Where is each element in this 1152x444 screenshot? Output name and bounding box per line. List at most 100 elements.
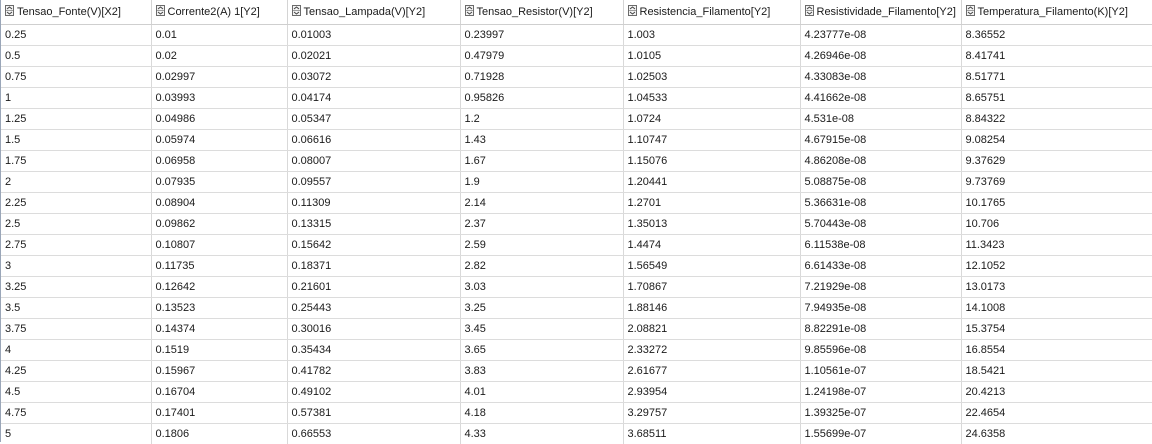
cell-tensao-resistor[interactable]: 4.18 bbox=[460, 402, 624, 424]
cell-tensao-lampada[interactable]: 0.21601 bbox=[287, 276, 461, 298]
sort-toggle-icon[interactable] bbox=[804, 5, 814, 17]
table-row[interactable]: 1.75 0.06958 0.08007 1.67 1.15076 4.86208e-08… bbox=[1, 150, 1152, 172]
cell-corrente[interactable]: 0.1806 bbox=[151, 423, 288, 444]
cell-tensao-lampada[interactable]: 0.35434 bbox=[287, 339, 461, 361]
sort-toggle-icon[interactable] bbox=[5, 5, 14, 17]
cell-resistividade[interactable]: 1.10561e-07 bbox=[800, 360, 962, 382]
cell-resistencia[interactable]: 1.56549 bbox=[623, 255, 801, 277]
cell-tensao-fonte[interactable]: 5 bbox=[1, 423, 152, 444]
cell-resistencia[interactable]: 1.15076 bbox=[623, 150, 801, 172]
cell-corrente[interactable]: 0.02 bbox=[151, 45, 288, 67]
column-header-resistencia[interactable]: Resistencia_Filamento[Y2] bbox=[623, 0, 801, 25]
cell-resistividade[interactable]: 5.08875e-08 bbox=[800, 171, 962, 193]
cell-corrente[interactable]: 0.08904 bbox=[151, 192, 288, 214]
cell-resistividade[interactable]: 4.26946e-08 bbox=[800, 45, 962, 67]
cell-resistividade[interactable]: 1.24198e-07 bbox=[800, 381, 962, 403]
cell-corrente[interactable]: 0.01 bbox=[151, 24, 288, 46]
column-header-temperatura[interactable]: Temperatura_Filamento(K)[Y2] bbox=[961, 0, 1152, 25]
column-header-corrente[interactable]: Corrente2(A) 1[Y2] bbox=[151, 0, 288, 25]
cell-resistencia[interactable]: 1.0724 bbox=[623, 108, 801, 130]
table-row[interactable]: 3.75 0.14374 0.30016 3.45 2.08821 8.82291e-08… bbox=[1, 318, 1152, 340]
cell-resistividade[interactable]: 4.41662e-08 bbox=[800, 87, 962, 109]
cell-tensao-resistor[interactable]: 2.82 bbox=[460, 255, 624, 277]
cell-resistencia[interactable]: 1.10747 bbox=[623, 129, 801, 151]
cell-corrente[interactable]: 0.16704 bbox=[151, 381, 288, 403]
cell-temperatura[interactable]: 11.3423 bbox=[961, 234, 1152, 256]
cell-corrente[interactable]: 0.15967 bbox=[151, 360, 288, 382]
cell-resistividade[interactable]: 9.85596e-08 bbox=[800, 339, 962, 361]
cell-corrente[interactable]: 0.13523 bbox=[151, 297, 288, 319]
cell-temperatura[interactable]: 9.37629 bbox=[961, 150, 1152, 172]
cell-corrente[interactable]: 0.06958 bbox=[151, 150, 288, 172]
cell-tensao-resistor[interactable]: 3.25 bbox=[460, 297, 624, 319]
cell-tensao-lampada[interactable]: 0.18371 bbox=[287, 255, 461, 277]
cell-resistividade[interactable]: 4.86208e-08 bbox=[800, 150, 962, 172]
cell-tensao-lampada[interactable]: 0.06616 bbox=[287, 129, 461, 151]
cell-resistividade[interactable]: 1.39325e-07 bbox=[800, 402, 962, 424]
cell-resistencia[interactable]: 1.02503 bbox=[623, 66, 801, 88]
cell-tensao-fonte[interactable]: 0.25 bbox=[1, 24, 152, 46]
cell-corrente[interactable]: 0.12642 bbox=[151, 276, 288, 298]
cell-resistencia[interactable]: 2.33272 bbox=[623, 339, 801, 361]
cell-tensao-resistor[interactable]: 4.01 bbox=[460, 381, 624, 403]
cell-tensao-fonte[interactable]: 3.5 bbox=[1, 297, 152, 319]
table-row[interactable]: 3.25 0.12642 0.21601 3.03 1.70867 7.21929e-08… bbox=[1, 276, 1152, 298]
column-header-tensao-resistor[interactable]: Tensao_Resistor(V)[Y2] bbox=[460, 0, 624, 25]
column-header-resistividade[interactable]: Resistividade_Filamento[Y2] bbox=[800, 0, 962, 25]
cell-resistencia[interactable]: 1.88146 bbox=[623, 297, 801, 319]
cell-temperatura[interactable]: 15.3754 bbox=[961, 318, 1152, 340]
cell-tensao-lampada[interactable]: 0.09557 bbox=[287, 171, 461, 193]
cell-corrente[interactable]: 0.1519 bbox=[151, 339, 288, 361]
cell-tensao-lampada[interactable]: 0.08007 bbox=[287, 150, 461, 172]
cell-tensao-fonte[interactable]: 0.5 bbox=[1, 45, 152, 67]
table-row[interactable]: 1.25 0.04986 0.05347 1.2 1.0724 4.531e-08 8.84… bbox=[1, 108, 1152, 130]
cell-tensao-lampada[interactable]: 0.02021 bbox=[287, 45, 461, 67]
cell-tensao-fonte[interactable]: 1.5 bbox=[1, 129, 152, 151]
table-row[interactable]: 0.25 0.01 0.01003 0.23997 1.003 4.23777e-08 8.… bbox=[1, 24, 1152, 46]
table-row[interactable]: 4.75 0.17401 0.57381 4.18 3.29757 1.39325e-07… bbox=[1, 402, 1152, 424]
cell-temperatura[interactable]: 12.1052 bbox=[961, 255, 1152, 277]
cell-resistencia[interactable]: 2.08821 bbox=[623, 318, 801, 340]
cell-resistividade[interactable]: 1.55699e-07 bbox=[800, 423, 962, 444]
table-row[interactable]: 3 0.11735 0.18371 2.82 1.56549 6.61433e-08 12.… bbox=[1, 255, 1152, 277]
cell-tensao-lampada[interactable]: 0.25443 bbox=[287, 297, 461, 319]
cell-temperatura[interactable]: 10.706 bbox=[961, 213, 1152, 235]
cell-tensao-fonte[interactable]: 2.5 bbox=[1, 213, 152, 235]
cell-temperatura[interactable]: 8.36552 bbox=[961, 24, 1152, 46]
cell-tensao-resistor[interactable]: 4.33 bbox=[460, 423, 624, 444]
cell-temperatura[interactable]: 13.0173 bbox=[961, 276, 1152, 298]
cell-corrente[interactable]: 0.10807 bbox=[151, 234, 288, 256]
cell-corrente[interactable]: 0.07935 bbox=[151, 171, 288, 193]
cell-temperatura[interactable]: 14.1008 bbox=[961, 297, 1152, 319]
cell-temperatura[interactable]: 8.84322 bbox=[961, 108, 1152, 130]
cell-tensao-fonte[interactable]: 3.75 bbox=[1, 318, 152, 340]
cell-resistencia[interactable]: 1.003 bbox=[623, 24, 801, 46]
cell-tensao-resistor[interactable]: 3.83 bbox=[460, 360, 624, 382]
cell-tensao-fonte[interactable]: 1 bbox=[1, 87, 152, 109]
cell-tensao-fonte[interactable]: 4.25 bbox=[1, 360, 152, 382]
cell-tensao-lampada[interactable]: 0.66553 bbox=[287, 423, 461, 444]
sort-toggle-icon[interactable] bbox=[155, 5, 165, 17]
cell-resistividade[interactable]: 5.70443e-08 bbox=[800, 213, 962, 235]
cell-tensao-lampada[interactable]: 0.15642 bbox=[287, 234, 461, 256]
cell-tensao-resistor[interactable]: 2.59 bbox=[460, 234, 624, 256]
cell-temperatura[interactable]: 20.4213 bbox=[961, 381, 1152, 403]
cell-corrente[interactable]: 0.11735 bbox=[151, 255, 288, 277]
cell-resistencia[interactable]: 1.35013 bbox=[623, 213, 801, 235]
column-header-tensao-lampada[interactable]: Tensao_Lampada(V)[Y2] bbox=[287, 0, 461, 25]
cell-resistividade[interactable]: 4.67915e-08 bbox=[800, 129, 962, 151]
cell-tensao-fonte[interactable]: 4 bbox=[1, 339, 152, 361]
cell-resistividade[interactable]: 6.11538e-08 bbox=[800, 234, 962, 256]
cell-tensao-resistor[interactable]: 3.65 bbox=[460, 339, 624, 361]
cell-resistencia[interactable]: 1.20441 bbox=[623, 171, 801, 193]
cell-tensao-lampada[interactable]: 0.05347 bbox=[287, 108, 461, 130]
cell-tensao-resistor[interactable]: 0.23997 bbox=[460, 24, 624, 46]
sort-toggle-icon[interactable] bbox=[464, 5, 474, 17]
cell-tensao-resistor[interactable]: 1.2 bbox=[460, 108, 624, 130]
table-row[interactable]: 2.75 0.10807 0.15642 2.59 1.4474 6.11538e-08 1… bbox=[1, 234, 1152, 256]
cell-tensao-fonte[interactable]: 4.75 bbox=[1, 402, 152, 424]
cell-tensao-resistor[interactable]: 3.45 bbox=[460, 318, 624, 340]
table-row[interactable]: 2 0.07935 0.09557 1.9 1.20441 5.08875e-08 9.73… bbox=[1, 171, 1152, 193]
cell-tensao-lampada[interactable]: 0.13315 bbox=[287, 213, 461, 235]
cell-corrente[interactable]: 0.14374 bbox=[151, 318, 288, 340]
